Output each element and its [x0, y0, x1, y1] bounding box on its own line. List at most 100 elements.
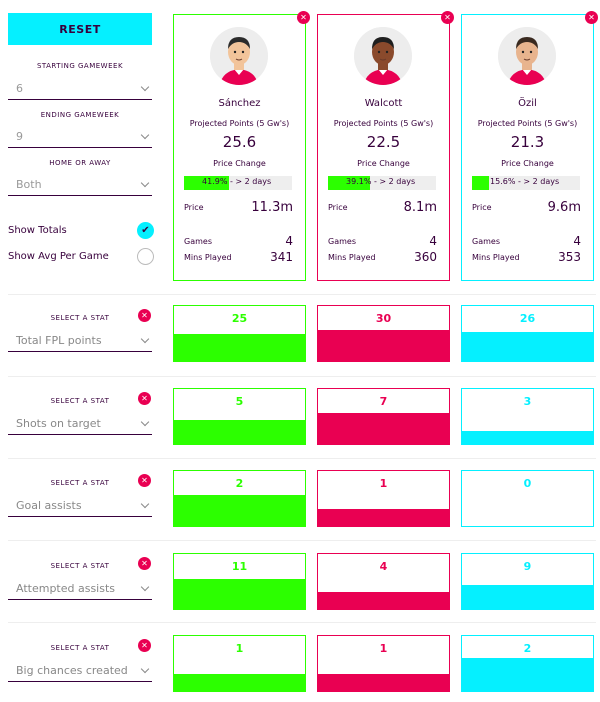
stat-fill-bar: [462, 431, 593, 444]
games-label: Games: [328, 237, 356, 246]
close-icon[interactable]: ✕: [138, 639, 151, 652]
mins-played-label: Mins Played: [184, 253, 232, 262]
close-icon[interactable]: ✕: [138, 309, 151, 322]
avatar: [210, 27, 268, 85]
stat-fill-bar: [174, 579, 305, 609]
price-change-text: 15.6% - > 2 days: [490, 177, 560, 186]
projected-points-value: 22.5: [366, 133, 401, 151]
ending-gameweek-value: 9: [16, 130, 23, 143]
close-icon[interactable]: ✕: [138, 557, 151, 570]
stat-select[interactable]: Big chances created: [8, 660, 152, 682]
select-stat-label: SELECT A STAT: [50, 562, 110, 570]
checkmark-icon[interactable]: ✔: [137, 221, 154, 239]
player-card: ✕ Walcott Projected Points (5 Gw's) 22.5…: [317, 11, 454, 281]
stat-select[interactable]: Goal assists: [8, 495, 152, 517]
chevron-down-icon: [140, 664, 150, 674]
divider: [8, 540, 596, 541]
divider: [8, 376, 596, 377]
close-icon[interactable]: ✕: [297, 11, 310, 24]
stat-value: 11: [231, 560, 248, 573]
select-stat-label: SELECT A STAT: [50, 479, 110, 487]
stat-value-box: 30: [317, 305, 450, 362]
select-stat-label: SELECT A STAT: [50, 314, 110, 322]
player-name: Sánchez: [218, 98, 261, 109]
price-change-text: 41.9% - > 2 days: [202, 177, 272, 186]
stat-value: 7: [379, 395, 388, 408]
close-icon[interactable]: ✕: [138, 392, 151, 405]
stat-select[interactable]: Total FPL points: [8, 330, 152, 352]
mins-played-label: Mins Played: [472, 253, 520, 262]
stat-value-box: 4: [317, 553, 450, 610]
projected-points-value: 25.6: [222, 133, 257, 151]
mins-played-value: 360: [414, 250, 437, 264]
stat-value: 26: [519, 312, 536, 325]
games-label: Games: [472, 237, 500, 246]
player-card: ✕ Sánchez Projected Points (5 Gw's) 25.6…: [173, 11, 310, 281]
reset-button[interactable]: RESET: [8, 13, 152, 45]
price-change-label: Price Change: [357, 159, 410, 168]
price-label: Price: [328, 203, 348, 212]
close-icon[interactable]: ✕: [441, 11, 454, 24]
stat-fill-bar: [174, 420, 305, 444]
stat-value: 1: [379, 477, 388, 490]
projected-points-label: Projected Points (5 Gw's): [189, 119, 290, 128]
stat-value: 1: [235, 642, 244, 655]
avatar: [498, 27, 556, 85]
mins-played-value: 341: [270, 250, 293, 264]
radio-circle-icon[interactable]: [137, 247, 154, 265]
show-totals-label: Show Totals: [8, 224, 67, 236]
ending-gameweek-select[interactable]: 9: [8, 126, 152, 148]
stat-value-box: 1: [317, 635, 450, 692]
stat-fill-bar: [174, 495, 305, 526]
stat-value: 2: [235, 477, 244, 490]
player-name: Walcott: [364, 98, 403, 109]
games-value: 4: [573, 234, 581, 248]
stat-select[interactable]: Attempted assists: [8, 578, 152, 600]
games-value: 4: [285, 234, 293, 248]
stat-fill-bar: [318, 509, 449, 526]
games-label: Games: [184, 237, 212, 246]
starting-gameweek-select[interactable]: 6: [8, 78, 152, 100]
stat-select-value: Goal assists: [16, 499, 82, 512]
chevron-down-icon: [140, 499, 150, 509]
price-change-label: Price Change: [501, 159, 554, 168]
close-icon[interactable]: ✕: [585, 11, 598, 24]
stat-value: 4: [379, 560, 388, 573]
stat-value-box: 1: [173, 635, 306, 692]
home-away-value: Both: [16, 178, 42, 191]
stat-value-box: 9: [461, 553, 594, 610]
projected-points-label: Projected Points (5 Gw's): [477, 119, 578, 128]
starting-gameweek-value: 6: [16, 82, 23, 95]
show-avg-toggle[interactable]: Show Avg Per Game: [8, 247, 154, 265]
stat-select-value: Big chances created: [16, 664, 128, 677]
chevron-down-icon: [140, 334, 150, 344]
stat-value-box: 7: [317, 388, 450, 445]
price-value: 11.3m: [251, 200, 293, 215]
stat-select-value: Shots on target: [16, 417, 101, 430]
stat-value-box: 2: [461, 635, 594, 692]
price-change-bar: 41.9% - > 2 days: [184, 176, 292, 190]
mins-played-value: 353: [558, 250, 581, 264]
divider: [8, 622, 596, 623]
stat-fill-bar: [318, 674, 449, 691]
select-stat-label: SELECT A STAT: [50, 397, 110, 405]
stat-fill-bar: [462, 332, 593, 361]
stat-value: 25: [231, 312, 248, 325]
select-stat-label: SELECT A STAT: [50, 644, 110, 652]
projected-points-value: 21.3: [510, 133, 545, 151]
player-card: ✕ Özil Projected Points (5 Gw's) 21.3 Pr…: [461, 11, 598, 281]
stat-fill-bar: [318, 592, 449, 609]
home-away-select[interactable]: Both: [8, 174, 152, 196]
stat-value: 1: [379, 642, 388, 655]
chevron-down-icon: [140, 178, 150, 188]
stat-select[interactable]: Shots on target: [8, 413, 152, 435]
stat-value: 5: [235, 395, 244, 408]
chevron-down-icon: [140, 582, 150, 592]
chevron-down-icon: [140, 417, 150, 427]
player-name: Özil: [518, 98, 537, 109]
price-change-bar: 39.1% - > 2 days: [328, 176, 436, 190]
price-change-bar: 15.6% - > 2 days: [472, 176, 580, 190]
close-icon[interactable]: ✕: [138, 474, 151, 487]
show-totals-toggle[interactable]: Show Totals ✔: [8, 221, 154, 239]
home-away-label: HOME OR AWAY: [49, 159, 111, 167]
